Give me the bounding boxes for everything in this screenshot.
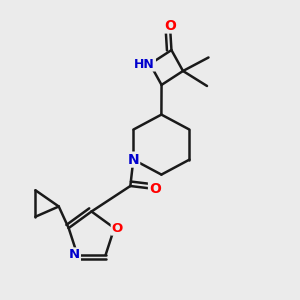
Text: O: O <box>149 182 161 196</box>
Text: O: O <box>112 222 123 235</box>
Text: HN: HN <box>134 58 155 70</box>
Text: O: O <box>164 19 176 32</box>
Text: N: N <box>69 248 80 261</box>
Text: N: N <box>128 153 139 166</box>
